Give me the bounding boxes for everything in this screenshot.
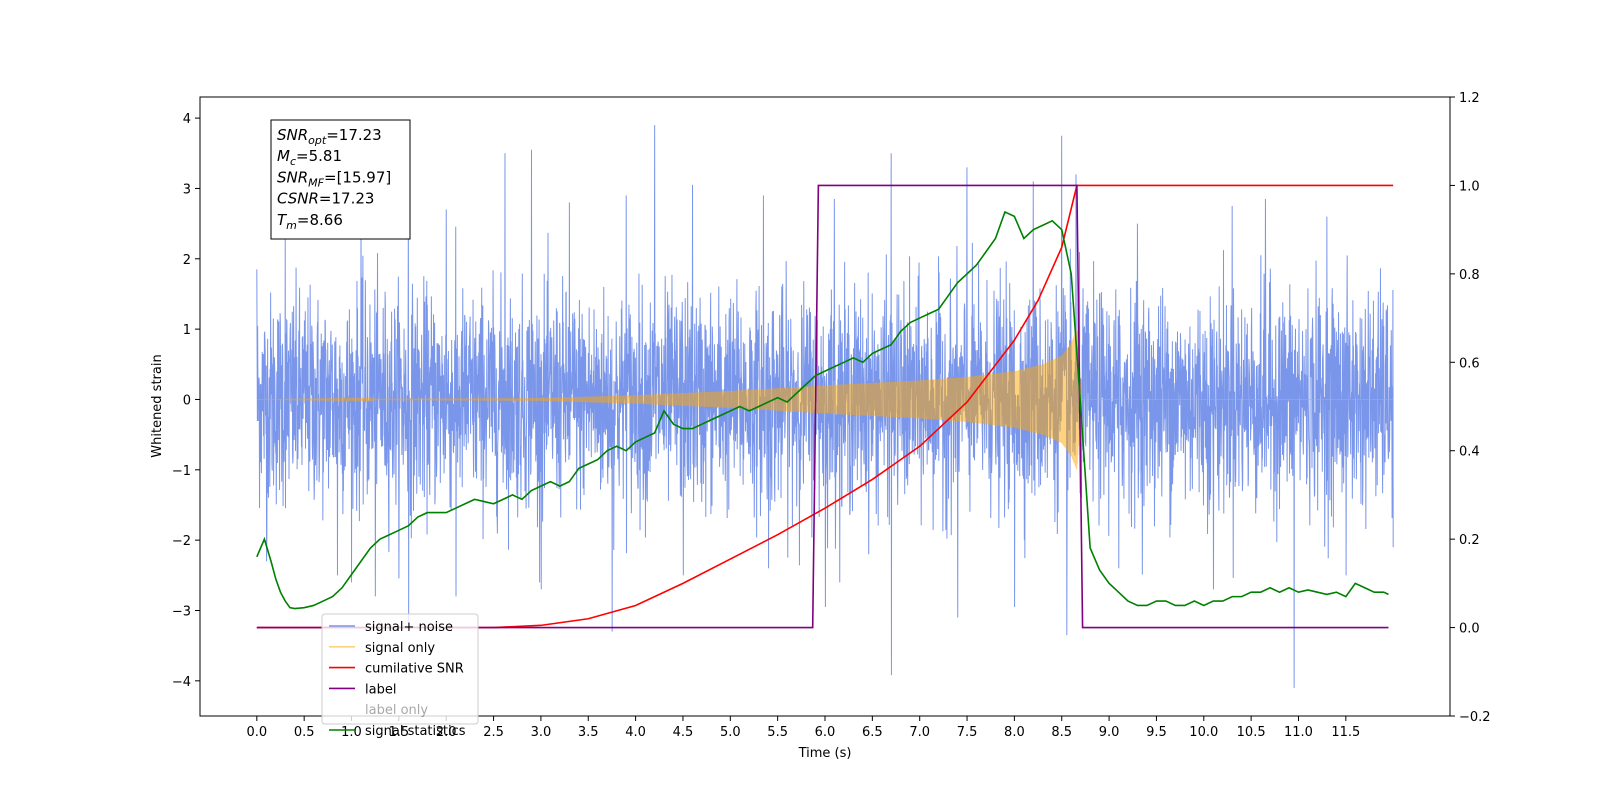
y-left-tick-label: −1 bbox=[172, 464, 191, 479]
legend-frame bbox=[321, 613, 479, 725]
annotation-symbol: T bbox=[277, 211, 288, 229]
legend-label: signal statistics bbox=[365, 724, 466, 739]
y-right-tick-label: 0.4 bbox=[1459, 445, 1480, 460]
x-tick-label: 0.0 bbox=[246, 725, 267, 740]
series-signal-statistics-line bbox=[256, 210, 1389, 610]
series-label-line bbox=[256, 184, 1389, 629]
annotation-value: =17.23 bbox=[319, 190, 375, 208]
annotation-symbol: M bbox=[277, 147, 290, 165]
annotation-line: Mc=5.81 bbox=[277, 147, 342, 168]
y-left-tick-label: 2 bbox=[183, 253, 191, 268]
x-tick-label: 3.0 bbox=[531, 725, 552, 740]
annotation-line: Tm=8.66 bbox=[277, 211, 343, 232]
x-tick-label: 10.5 bbox=[1237, 725, 1266, 740]
y-right-tick-label: 0.6 bbox=[1459, 356, 1480, 371]
y-axis-label: Whitened strain bbox=[150, 354, 165, 457]
x-tick-label: 2.0 bbox=[436, 725, 457, 740]
x-tick-label: 0.5 bbox=[294, 725, 315, 740]
y-left-tick-label: 3 bbox=[183, 182, 191, 197]
y-right-tick-label: 0.2 bbox=[1459, 533, 1480, 548]
series-cumilative-snr-line bbox=[256, 184, 1394, 629]
annotation-subscript: opt bbox=[308, 134, 327, 147]
annotation-symbol: CSNR bbox=[277, 190, 319, 208]
legend-label: label only bbox=[365, 703, 428, 718]
annotation-symbol: SNR bbox=[277, 126, 308, 144]
x-tick-label: 5.5 bbox=[767, 725, 788, 740]
x-tick-label: 1.0 bbox=[341, 725, 362, 740]
annotation-line: CSNR=17.23 bbox=[277, 190, 374, 208]
annotation-line: SNRMF=[15.97] bbox=[277, 168, 391, 189]
annotation-subscript: MF bbox=[308, 176, 324, 189]
x-tick-label: 3.5 bbox=[578, 725, 599, 740]
x-tick-label: 11.5 bbox=[1331, 725, 1360, 740]
x-tick-label: 9.0 bbox=[1099, 725, 1120, 740]
y-left-tick-label: 4 bbox=[183, 112, 191, 127]
y-left-tick-label: 1 bbox=[183, 323, 191, 338]
y-left-tick-label: −4 bbox=[172, 675, 191, 690]
annotation-value: =[15.97] bbox=[324, 168, 391, 186]
annotation-value: =5.81 bbox=[296, 147, 342, 165]
x-tick-label: 10.0 bbox=[1189, 725, 1218, 740]
y-right-tick-label: 1.2 bbox=[1459, 91, 1480, 106]
y-axis-left: −4 −3 −2 −1 0 1 2 3 4 bbox=[172, 112, 200, 690]
x-axis-label: Time (s) bbox=[798, 746, 852, 761]
annotation-value: =17.23 bbox=[326, 126, 382, 144]
y-left-tick-label: −3 bbox=[172, 604, 191, 619]
annotation-subscript: c bbox=[290, 155, 296, 168]
x-tick-label: 8.5 bbox=[1051, 725, 1072, 740]
annotation-symbol: SNR bbox=[277, 168, 308, 186]
x-tick-label: 8.0 bbox=[1004, 725, 1025, 740]
y-right-tick-label: 0.8 bbox=[1459, 268, 1480, 283]
legend: signal+ noise signal only cumilative SNR la… bbox=[321, 613, 479, 739]
x-tick-label: 11.0 bbox=[1284, 725, 1313, 740]
legend-label: signal only bbox=[365, 641, 435, 656]
x-tick-label: 6.5 bbox=[862, 725, 883, 740]
y-right-tick-label: 1.0 bbox=[1459, 179, 1480, 194]
annotation-subscript: m bbox=[286, 219, 297, 232]
legend-label: label bbox=[365, 682, 396, 697]
y-right-tick-label: 0.0 bbox=[1459, 622, 1480, 637]
legend-label: cumilative SNR bbox=[365, 662, 464, 677]
series-signal-only-line bbox=[256, 330, 1394, 470]
x-tick-label: 9.5 bbox=[1146, 725, 1167, 740]
legend-label: signal+ noise bbox=[365, 620, 453, 635]
annotation-line: SNRopt=17.23 bbox=[277, 126, 382, 147]
x-tick-label: 6.0 bbox=[815, 725, 836, 740]
x-axis: 0.0 0.5 1.0 1.5 2.0 2.5 3.0 3.5 4.0 4.5 5.0 5.5 6.0 6… bbox=[246, 716, 1360, 740]
annotation-box: SNRopt=17.23Mc=5.81SNRMF=[15.97]CSNR=17.… bbox=[270, 119, 411, 240]
y-axis-right: −0.2 0.0 0.2 0.4 0.6 0.8 1.0 1.2 bbox=[1450, 91, 1491, 725]
x-tick-label: 4.5 bbox=[673, 725, 694, 740]
x-tick-label: 7.0 bbox=[909, 725, 930, 740]
x-tick-label: 7.5 bbox=[957, 725, 978, 740]
y-left-tick-label: −2 bbox=[172, 534, 191, 549]
plot-area bbox=[256, 125, 1394, 688]
y-right-tick-label: −0.2 bbox=[1459, 710, 1491, 725]
x-tick-label: 2.5 bbox=[483, 725, 504, 740]
x-tick-label: 1.5 bbox=[389, 725, 410, 740]
x-tick-label: 4.0 bbox=[625, 725, 646, 740]
annotation-frame bbox=[270, 119, 411, 240]
y-left-tick-label: 0 bbox=[183, 393, 191, 408]
x-tick-label: 5.0 bbox=[720, 725, 741, 740]
annotation-value: =8.66 bbox=[297, 211, 343, 229]
